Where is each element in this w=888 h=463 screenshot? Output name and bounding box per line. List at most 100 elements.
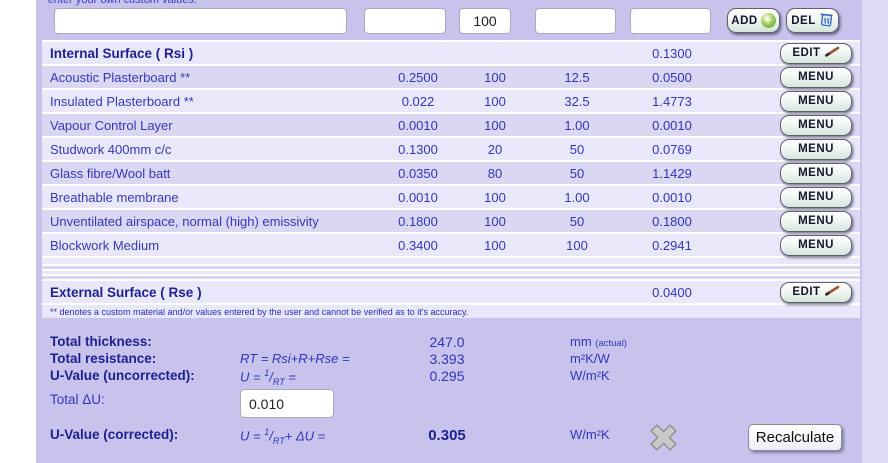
- row-name: Unventilated airspace, normal (high) emi…: [50, 213, 319, 229]
- row-thickness: 100: [566, 237, 588, 253]
- row-thickness: 12.5: [564, 69, 590, 85]
- edit-internal-surface-button[interactable]: EDIT: [780, 42, 852, 64]
- uvalue-uncorrected-line: U-Value (uncorrected): U = 1/RT = 0.295 …: [36, 368, 862, 387]
- delta-u-label: Total ΔU:: [50, 392, 105, 407]
- row-resistance: 0.0769: [652, 141, 692, 157]
- recalculate-button[interactable]: Recalculate: [748, 424, 842, 451]
- menu-button[interactable]: MENU: [780, 90, 852, 112]
- total-thickness-value: 247.0: [429, 334, 465, 350]
- menu-label: MENU: [798, 215, 834, 227]
- row-name: Studwork 400mm c/c: [50, 141, 172, 157]
- spacer-stripe: [42, 276, 860, 279]
- row-name: Internal Surface ( Rsi ): [50, 45, 194, 61]
- row-rvalue: 0.3400: [398, 237, 438, 253]
- custom-percent-input[interactable]: [459, 8, 511, 34]
- row-rvalue: 0.0350: [398, 165, 438, 181]
- menu-button[interactable]: MENU: [780, 186, 852, 208]
- delta-u-input[interactable]: [240, 389, 334, 418]
- custom-thickness-input[interactable]: [535, 8, 616, 34]
- materials-table: Internal Surface ( Rsi ) 0.1300 EDIT: [42, 40, 860, 318]
- custom-rvalue-input[interactable]: [364, 8, 446, 34]
- menu-label: MENU: [798, 191, 834, 203]
- add-button[interactable]: ADD +: [727, 8, 780, 33]
- uvalue-corrected-unit: W/m²K: [570, 427, 610, 442]
- menu-button[interactable]: MENU: [780, 138, 852, 160]
- custom-resistance-input[interactable]: [630, 8, 711, 34]
- row-rvalue: 0.022: [401, 93, 435, 109]
- row-percent: 100: [484, 69, 506, 85]
- trash-icon: [819, 11, 834, 30]
- calculator-panel: enter your own custom values. ADD + DEL: [36, 0, 862, 463]
- row-resistance: 0.0500: [652, 69, 692, 85]
- uvalue-uncorrected-unit: W/m²K: [570, 368, 610, 383]
- uvalue-uncorrected-value: 0.295: [429, 368, 465, 384]
- menu-button[interactable]: MENU: [780, 210, 852, 232]
- row-percent: 80: [487, 165, 503, 181]
- uvalue-uncorrected-label: U-Value (uncorrected):: [50, 368, 195, 383]
- add-button-label: ADD: [731, 14, 758, 27]
- row-rvalue: 0.0010: [398, 189, 438, 205]
- row-rvalue: 0.1800: [398, 213, 438, 229]
- row-thickness: 32.5: [564, 93, 590, 109]
- pencil-icon: [824, 46, 840, 60]
- menu-button[interactable]: MENU: [780, 234, 852, 256]
- row-percent: 100: [484, 237, 506, 253]
- table-row: Unventilated airspace, normal (high) emi…: [42, 210, 860, 232]
- intro-note: enter your own custom values.: [48, 0, 198, 6]
- menu-label: MENU: [798, 119, 834, 131]
- spacer-stripe: [42, 266, 860, 269]
- table-row: Studwork 400mm c/c 0.1300 20 50 0.0769 M…: [42, 138, 860, 160]
- row-name: Blockwork Medium: [50, 237, 160, 253]
- custom-material-name-input[interactable]: [54, 8, 347, 34]
- uvalue-corrected-formula: U = 1/RT+ ΔU =: [240, 427, 326, 446]
- menu-button[interactable]: MENU: [780, 162, 852, 184]
- menu-label: MENU: [798, 71, 834, 83]
- table-row-external-surface: External Surface ( Rse ) 0.0400 EDIT: [42, 281, 860, 303]
- custom-material-footnote: ** denotes a custom material and/or valu…: [42, 305, 860, 318]
- total-resistance-line: Total resistance: RT = Rsi+R+Rse = 3.393…: [36, 351, 862, 369]
- row-resistance: 0.0010: [652, 117, 692, 133]
- pencil-icon: [824, 285, 840, 299]
- spacer-stripe: [42, 258, 860, 264]
- table-row-internal-surface: Internal Surface ( Rsi ) 0.1300 EDIT: [42, 42, 860, 64]
- close-x-icon[interactable]: [647, 421, 680, 454]
- row-name: Breathable membrane: [50, 189, 179, 205]
- row-resistance: 0.0010: [652, 189, 692, 205]
- menu-button[interactable]: MENU: [780, 114, 852, 136]
- uvalue-corrected-label: U-Value (corrected):: [50, 427, 179, 442]
- row-name: Glass fibre/Wool batt: [50, 165, 171, 181]
- menu-label: MENU: [798, 143, 834, 155]
- edit-external-surface-button[interactable]: EDIT: [780, 281, 852, 303]
- row-thickness: 50: [569, 213, 585, 229]
- total-thickness-line: Total thickness: 247.0 mm (actual): [36, 334, 862, 352]
- row-percent: 100: [484, 189, 506, 205]
- row-thickness: 50: [569, 141, 585, 157]
- row-percent: 100: [484, 117, 506, 133]
- edit-label: EDIT: [792, 47, 821, 59]
- edit-label: EDIT: [792, 286, 821, 298]
- table-row: Glass fibre/Wool batt 0.0350 80 50 1.142…: [42, 162, 860, 184]
- delta-u-line: Total ΔU:: [36, 392, 862, 410]
- total-resistance-label: Total resistance:: [50, 351, 157, 366]
- menu-label: MENU: [798, 167, 834, 179]
- row-rvalue: 0.2500: [398, 69, 438, 85]
- plus-icon: +: [760, 13, 776, 28]
- menu-button[interactable]: MENU: [780, 66, 852, 88]
- table-row: Acoustic Plasterboard ** 0.2500 100 12.5…: [42, 66, 860, 88]
- row-thickness: 1.00: [564, 117, 590, 133]
- row-resistance: 1.4773: [652, 93, 692, 109]
- table-row: Breathable membrane 0.0010 100 1.00 0.00…: [42, 186, 860, 208]
- menu-label: MENU: [798, 95, 834, 107]
- row-resistance: 1.1429: [652, 165, 692, 181]
- row-percent: 100: [484, 93, 506, 109]
- row-percent: 20: [487, 141, 503, 157]
- row-name: Vapour Control Layer: [50, 117, 173, 133]
- resistance-formula: RT = Rsi+R+Rse =: [240, 351, 350, 366]
- row-resistance: 0.0400: [652, 284, 692, 300]
- row-rvalue: 0.1300: [398, 141, 438, 157]
- total-resistance-value: 3.393: [429, 351, 465, 367]
- row-resistance: 0.1800: [652, 213, 692, 229]
- delete-button[interactable]: DEL: [786, 8, 839, 33]
- row-resistance: 0.1300: [652, 45, 692, 61]
